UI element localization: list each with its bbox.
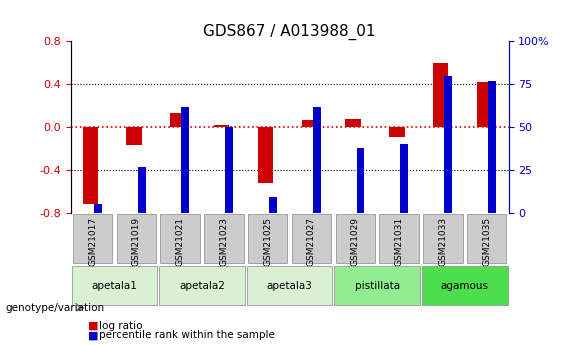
FancyBboxPatch shape xyxy=(423,214,463,263)
Text: GSM21017: GSM21017 xyxy=(88,217,97,266)
Bar xyxy=(488,81,496,213)
Bar xyxy=(181,107,189,213)
Bar xyxy=(477,82,492,127)
FancyBboxPatch shape xyxy=(160,214,200,263)
Bar xyxy=(302,120,317,127)
FancyBboxPatch shape xyxy=(292,214,331,263)
Text: genotype/variation: genotype/variation xyxy=(6,303,105,313)
Text: pistillata: pistillata xyxy=(355,280,399,290)
Title: GDS867 / A013988_01: GDS867 / A013988_01 xyxy=(203,24,376,40)
FancyBboxPatch shape xyxy=(467,214,506,263)
Text: log ratio: log ratio xyxy=(99,321,142,331)
FancyBboxPatch shape xyxy=(72,266,157,305)
FancyBboxPatch shape xyxy=(247,266,332,305)
Text: GSM21019: GSM21019 xyxy=(132,217,141,266)
FancyBboxPatch shape xyxy=(248,214,288,263)
Bar xyxy=(433,63,448,127)
FancyBboxPatch shape xyxy=(422,266,507,305)
FancyBboxPatch shape xyxy=(159,266,245,305)
Bar xyxy=(444,76,452,213)
Text: GSM21025: GSM21025 xyxy=(263,217,272,266)
FancyBboxPatch shape xyxy=(204,214,244,263)
Text: percentile rank within the sample: percentile rank within the sample xyxy=(99,331,275,340)
FancyBboxPatch shape xyxy=(379,214,419,263)
Bar xyxy=(214,125,229,127)
FancyBboxPatch shape xyxy=(336,214,375,263)
Bar xyxy=(357,148,364,213)
Text: GSM21033: GSM21033 xyxy=(438,217,447,266)
Bar xyxy=(345,119,360,127)
Bar xyxy=(82,127,98,204)
Text: ■: ■ xyxy=(88,321,98,331)
Text: agamous: agamous xyxy=(441,280,489,290)
Text: GSM21029: GSM21029 xyxy=(351,217,360,266)
Bar xyxy=(94,204,102,213)
Text: GSM21035: GSM21035 xyxy=(482,217,491,266)
Text: GSM21031: GSM21031 xyxy=(394,217,403,266)
Text: apetala2: apetala2 xyxy=(179,280,225,290)
Text: GSM21021: GSM21021 xyxy=(176,217,185,266)
Text: GSM21027: GSM21027 xyxy=(307,217,316,266)
Text: GSM21023: GSM21023 xyxy=(219,217,228,266)
Bar xyxy=(127,127,142,145)
FancyBboxPatch shape xyxy=(334,266,420,305)
Bar xyxy=(401,144,408,213)
FancyBboxPatch shape xyxy=(116,214,156,263)
Bar xyxy=(170,113,185,127)
Bar xyxy=(258,127,273,183)
Bar xyxy=(225,127,233,213)
Text: ■: ■ xyxy=(88,331,98,340)
Bar xyxy=(138,167,146,213)
FancyBboxPatch shape xyxy=(73,214,112,263)
Bar xyxy=(389,127,405,137)
Text: apetala1: apetala1 xyxy=(92,280,137,290)
Text: apetala3: apetala3 xyxy=(267,280,312,290)
Bar xyxy=(313,107,321,213)
Bar xyxy=(269,197,277,213)
